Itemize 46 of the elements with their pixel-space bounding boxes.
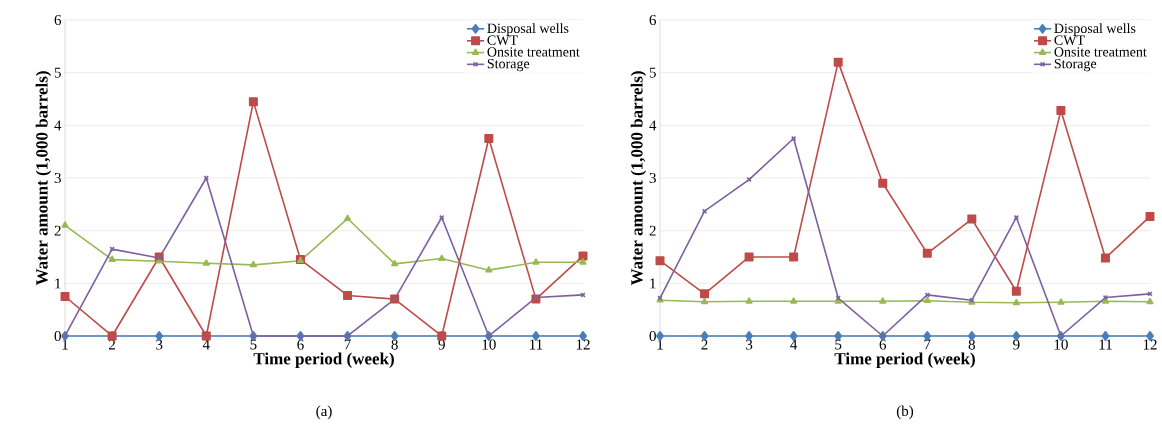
y-tick-label: 6 [54,14,62,26]
x-tick-label: 4 [202,339,210,350]
y-axis-title: Water amount (1,000 barrels) [35,71,52,286]
x-tick-label: 9 [438,339,445,350]
legend-label: Storage [487,58,530,72]
x-axis-title: Time period (week) [834,352,975,368]
legend-label: Storage [1054,58,1097,72]
y-tick-label: 2 [54,225,61,236]
x-tick-label: 6 [297,339,304,350]
x-tick-label: 12 [576,339,590,350]
x-tick-label: 11 [530,339,543,350]
x-tick-label: 10 [1054,339,1068,350]
y-tick-label: 2 [649,225,656,236]
y-tick-label: 0 [54,330,61,342]
y-tick-label: 3 [649,172,656,184]
legend-label: Onsite treatment [487,47,580,57]
x-tick-label: 2 [109,339,116,350]
y-tick-label: 3 [54,172,61,184]
y-tick-label: 4 [649,120,657,131]
x-tick-label: 11 [1099,339,1112,350]
legend-label: Disposal wells [487,23,569,36]
x-tick-label: 10 [482,339,496,350]
y-tick-label: 5 [649,67,656,78]
y-tick-label: 1 [55,278,61,289]
x-tick-label: 3 [746,339,753,350]
legend-label: Onsite treatment [1054,47,1147,57]
legend-label: CWT [487,35,518,45]
y-tick-label: 5 [54,67,61,78]
legend-label: Disposal wells [1054,23,1136,36]
y-tick-label: 0 [649,330,656,342]
y-tick-label: 1 [650,278,656,289]
x-tick-label: 8 [391,339,398,350]
x-tick-label: 2 [701,339,708,350]
y-axis-title: Water amount (1,000 barrels) [630,71,647,286]
x-axis-title: Time period (week) [253,352,394,368]
text: (a) [316,405,332,420]
x-tick-label: 12 [1143,339,1157,350]
x-tick-label: 8 [968,339,975,350]
x-tick-label: 4 [790,339,798,350]
y-tick-label: 4 [54,120,62,131]
x-tick-label: 6 [879,339,887,350]
legend-label: CWT [1054,35,1085,45]
x-tick-label: 3 [156,339,163,350]
text: (b) [896,405,914,420]
y-tick-label: 6 [649,14,657,26]
x-tick-label: 9 [1013,339,1020,350]
